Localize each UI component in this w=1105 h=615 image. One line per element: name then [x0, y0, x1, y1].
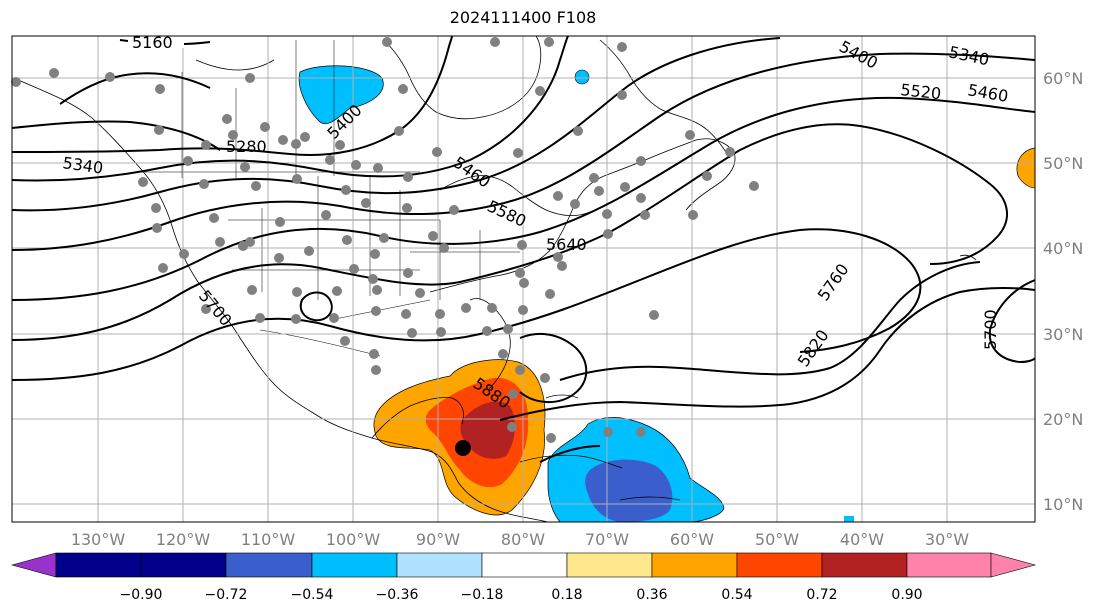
contour-label: 5640 [546, 235, 587, 254]
colorbar-swatch [311, 552, 398, 578]
map-frame [11, 35, 1036, 523]
lon-label: 100°W [326, 530, 381, 549]
anomaly-shading [298, 65, 1035, 522]
colorbar-tick: 0.36 [636, 587, 667, 603]
colorbar-ticks: −0.90 −0.72 −0.54 −0.36 −0.18 0.18 0.36 … [120, 587, 923, 603]
colorbar-tick: 0.90 [891, 587, 922, 603]
lon-label: 130°W [71, 530, 126, 549]
colorbar-arrow-right [990, 552, 1037, 578]
map-title: 2024111400 F108 [449, 8, 597, 27]
lat-label: 50°N [1043, 154, 1083, 173]
colorbar-swatch [651, 552, 738, 578]
longitude-labels: 130°W 120°W 110°W 100°W 90°W 80°W 70°W 6… [71, 530, 969, 549]
colorbar-swatch [906, 552, 992, 578]
contour-label: 5520 [900, 80, 942, 103]
lon-label: 60°W [670, 530, 714, 549]
lat-label: 30°N [1043, 325, 1083, 344]
colorbar [10, 552, 1037, 578]
negative-anomaly-small [574, 69, 590, 85]
colorbar-tick: 0.72 [806, 587, 837, 603]
lon-label: 30°W [925, 530, 969, 549]
lat-label: 20°N [1043, 410, 1083, 429]
colorbar-swatch [140, 552, 227, 578]
station-markers [11, 37, 759, 443]
positive-anomaly-east [1016, 147, 1035, 189]
lon-label: 90°W [416, 530, 460, 549]
black-dot-marker [455, 440, 471, 456]
colorbar-swatch [736, 552, 823, 578]
negative-anomaly-edge [844, 516, 854, 522]
colorbar-arrow-left [10, 552, 57, 578]
colorbar-tick: −0.90 [120, 587, 163, 603]
positive-anomaly-peak [460, 401, 515, 459]
lat-label: 60°N [1043, 69, 1083, 88]
lon-label: 110°W [241, 530, 296, 549]
colorbar-swatch [225, 552, 313, 578]
lat-label: 10°N [1043, 495, 1083, 514]
colorbar-swatch [396, 552, 483, 578]
colorbar-tick: −0.18 [461, 587, 504, 603]
latitude-labels: 60°N 50°N 40°N 30°N 20°N 10°N [1043, 69, 1083, 514]
lat-label: 40°N [1043, 239, 1083, 258]
colorbar-swatch [55, 552, 142, 578]
contour-label: 5280 [226, 137, 267, 156]
colorbar-tick: 0.54 [721, 587, 752, 603]
lon-label: 70°W [585, 530, 629, 549]
colorbar-tick: −0.36 [376, 587, 419, 603]
lon-label: 80°W [501, 530, 545, 549]
colorbar-tick: −0.54 [291, 587, 334, 603]
contour-labels: 5160 5340 5520 5460 5400 5340 5280 5400 … [61, 32, 1010, 413]
lon-label: 50°W [755, 530, 799, 549]
negative-anomaly-north [298, 65, 384, 125]
colorbar-swatch [481, 552, 568, 578]
contour-label: 5160 [132, 33, 173, 52]
colorbar-tick: 0.18 [551, 587, 582, 603]
colorbar-swatch [821, 552, 908, 578]
lon-label: 40°W [840, 530, 884, 549]
colorbar-swatch [566, 552, 653, 578]
colorbar-tick: −0.72 [205, 587, 248, 603]
lon-label: 120°W [156, 530, 211, 549]
contour-label: 5700 [981, 309, 1000, 350]
